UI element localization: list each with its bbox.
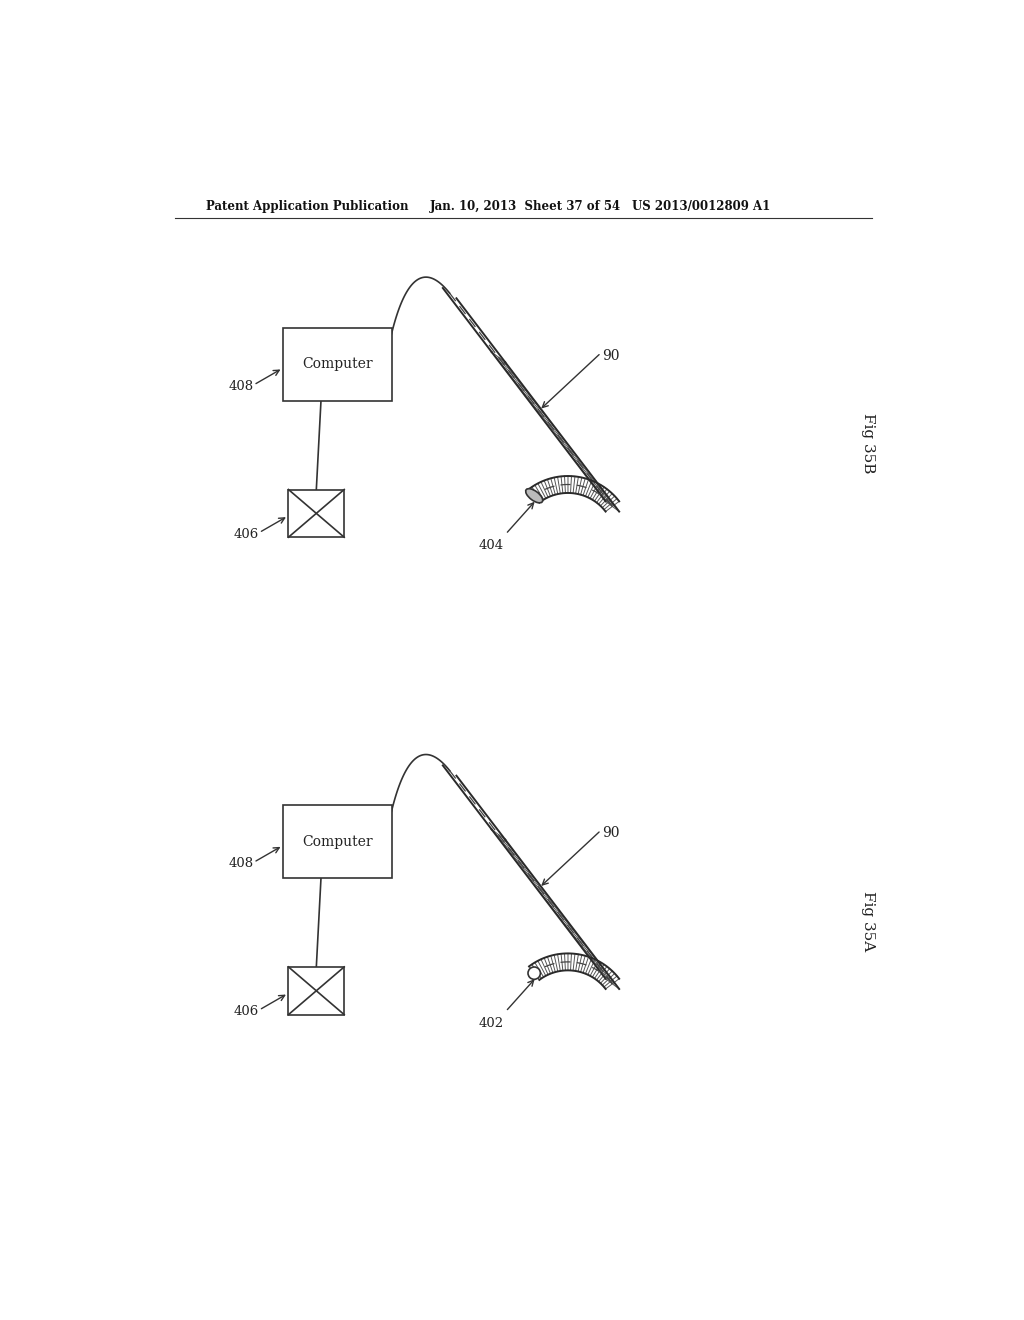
- Bar: [289, 490, 344, 537]
- Text: 90: 90: [602, 348, 620, 363]
- Text: Computer: Computer: [302, 834, 373, 849]
- Text: Fig 35B: Fig 35B: [861, 413, 876, 474]
- Text: Jan. 10, 2013  Sheet 37 of 54: Jan. 10, 2013 Sheet 37 of 54: [430, 199, 622, 213]
- Text: 90: 90: [602, 826, 620, 841]
- Circle shape: [528, 968, 541, 979]
- Bar: [283, 805, 391, 878]
- Text: Patent Application Publication: Patent Application Publication: [206, 199, 408, 213]
- Bar: [289, 966, 344, 1015]
- Text: 408: 408: [228, 858, 254, 870]
- Ellipse shape: [525, 488, 543, 503]
- Text: Computer: Computer: [302, 358, 373, 371]
- Text: Fig 35A: Fig 35A: [861, 891, 876, 950]
- Text: 404: 404: [479, 540, 504, 552]
- Text: 408: 408: [228, 380, 254, 393]
- Text: 402: 402: [479, 1016, 504, 1030]
- Text: US 2013/0012809 A1: US 2013/0012809 A1: [632, 199, 770, 213]
- Bar: [283, 327, 391, 401]
- Text: 406: 406: [233, 1005, 259, 1018]
- Text: 406: 406: [233, 528, 259, 541]
